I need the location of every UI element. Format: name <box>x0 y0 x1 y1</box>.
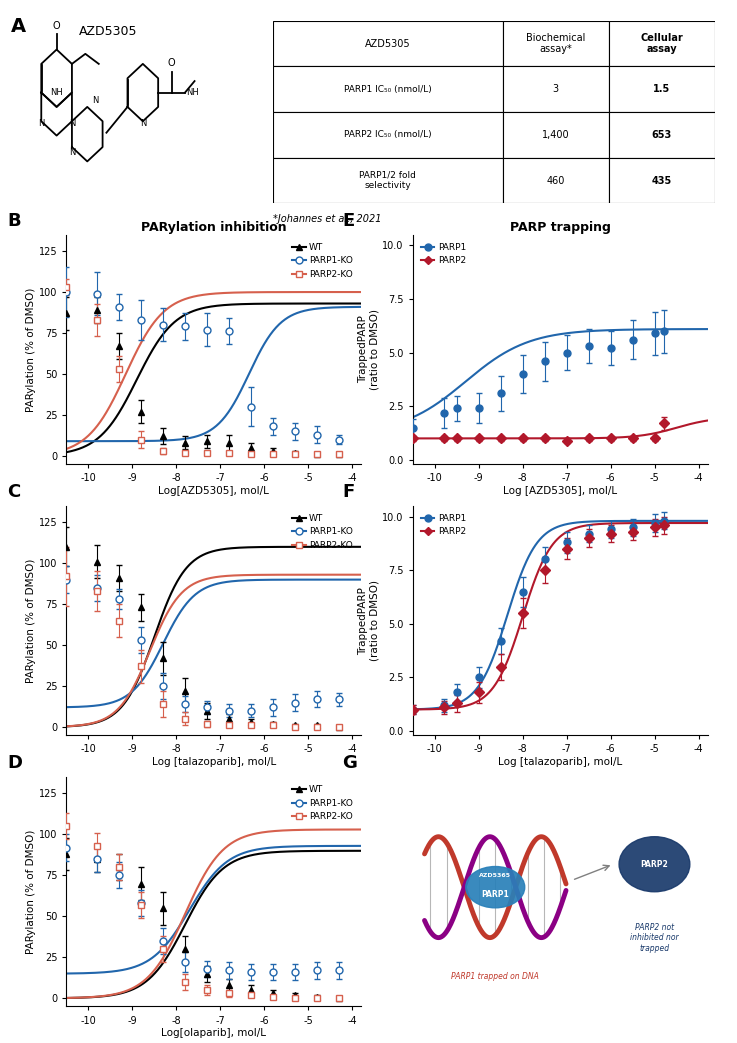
Text: N: N <box>69 148 75 157</box>
Text: N: N <box>139 119 146 128</box>
Text: AZD5365: AZD5365 <box>479 873 511 878</box>
X-axis label: Log [talazoparib], mol/L: Log [talazoparib], mol/L <box>498 757 622 767</box>
Bar <box>609 157 715 203</box>
Bar <box>273 21 503 67</box>
Legend: WT, PARP1-KO, PARP2-KO: WT, PARP1-KO, PARP2-KO <box>288 781 357 825</box>
Text: D: D <box>7 754 22 772</box>
Text: PARP1: PARP1 <box>481 890 509 899</box>
Text: 653: 653 <box>652 130 672 140</box>
Bar <box>609 21 715 67</box>
Text: 460: 460 <box>547 175 565 186</box>
Text: NH: NH <box>186 88 199 97</box>
Text: PARP1/2 fold
selectivity: PARP1/2 fold selectivity <box>359 171 416 190</box>
Text: PARP2 IC₅₀ (nmol/L): PARP2 IC₅₀ (nmol/L) <box>344 130 431 140</box>
Text: N: N <box>38 119 44 128</box>
Text: O: O <box>168 58 175 68</box>
Text: PARP1 trapped on DNA: PARP1 trapped on DNA <box>451 972 539 981</box>
Text: NH: NH <box>50 88 63 97</box>
Y-axis label: PARylation (% of DMSO): PARylation (% of DMSO) <box>26 287 36 412</box>
Bar <box>273 67 503 113</box>
Title: PARylation inhibition: PARylation inhibition <box>141 220 287 234</box>
Bar <box>273 157 503 203</box>
Text: PARP2: PARP2 <box>640 859 668 869</box>
Circle shape <box>619 836 690 892</box>
X-axis label: Log[AZD5305], mol/L: Log[AZD5305], mol/L <box>158 486 269 495</box>
X-axis label: Log [talazoparib], mol/L: Log [talazoparib], mol/L <box>152 757 276 767</box>
Text: 1.5: 1.5 <box>653 84 671 94</box>
Text: E: E <box>342 212 354 229</box>
Text: PARP2 not
inhibited nor
trapped: PARP2 not inhibited nor trapped <box>630 923 679 952</box>
Legend: PARP1, PARP2: PARP1, PARP2 <box>417 510 470 540</box>
Text: G: G <box>342 754 357 772</box>
Bar <box>503 157 609 203</box>
Text: N: N <box>69 119 75 128</box>
Legend: PARP1, PARP2: PARP1, PARP2 <box>417 239 470 269</box>
Bar <box>503 67 609 113</box>
Text: 435: 435 <box>652 175 672 186</box>
Text: Biochemical
assay*: Biochemical assay* <box>526 33 585 54</box>
Text: 1,400: 1,400 <box>542 130 570 140</box>
Text: O: O <box>53 21 60 31</box>
X-axis label: Log [AZD5305], mol/L: Log [AZD5305], mol/L <box>503 486 617 495</box>
Text: B: B <box>7 212 21 229</box>
Text: N: N <box>91 96 98 105</box>
Legend: WT, PARP1-KO, PARP2-KO: WT, PARP1-KO, PARP2-KO <box>288 510 357 554</box>
Text: AZD5305: AZD5305 <box>79 25 138 39</box>
Title: PARP trapping: PARP trapping <box>510 220 610 234</box>
Bar <box>503 113 609 157</box>
Y-axis label: PARylation (% of DMSO): PARylation (% of DMSO) <box>26 558 36 683</box>
Text: *Johannes et al., 2021: *Johannes et al., 2021 <box>273 215 381 224</box>
Legend: WT, PARP1-KO, PARP2-KO: WT, PARP1-KO, PARP2-KO <box>288 239 357 283</box>
Ellipse shape <box>466 867 525 907</box>
Y-axis label: TrappedPARP
(ratio to DMSO): TrappedPARP (ratio to DMSO) <box>358 580 380 661</box>
Y-axis label: TrappedPARP
(ratio to DMSO): TrappedPARP (ratio to DMSO) <box>358 309 380 390</box>
Y-axis label: PARylation (% of DMSO): PARylation (% of DMSO) <box>26 829 36 954</box>
Bar <box>609 67 715 113</box>
Text: AZD5305: AZD5305 <box>365 39 411 49</box>
Text: F: F <box>342 483 354 501</box>
X-axis label: Log[olaparib], mol/L: Log[olaparib], mol/L <box>161 1028 266 1038</box>
Text: A: A <box>11 17 26 35</box>
Text: PARP1 IC₅₀ (nmol/L): PARP1 IC₅₀ (nmol/L) <box>343 84 432 94</box>
Bar <box>273 113 503 157</box>
Text: 3: 3 <box>553 84 559 94</box>
Bar <box>609 113 715 157</box>
Text: C: C <box>7 483 21 501</box>
Text: Cellular
assay: Cellular assay <box>640 33 683 54</box>
Bar <box>503 21 609 67</box>
